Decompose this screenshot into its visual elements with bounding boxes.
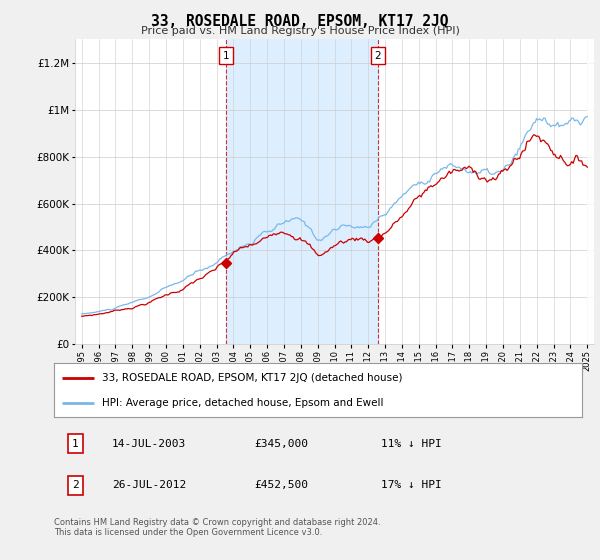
Text: 26-JUL-2012: 26-JUL-2012 (112, 480, 187, 491)
Bar (226, 39, 378, 344)
Bar (587, 39, 594, 344)
Text: 14-JUL-2003: 14-JUL-2003 (112, 438, 187, 449)
Text: 2: 2 (374, 50, 381, 60)
Text: 33, ROSEDALE ROAD, EPSOM, KT17 2JQ: 33, ROSEDALE ROAD, EPSOM, KT17 2JQ (151, 14, 449, 29)
Text: 1: 1 (72, 438, 79, 449)
Text: 17% ↓ HPI: 17% ↓ HPI (382, 480, 442, 491)
Text: Contains HM Land Registry data © Crown copyright and database right 2024.
This d: Contains HM Land Registry data © Crown c… (54, 518, 380, 538)
Text: £452,500: £452,500 (254, 480, 308, 491)
Text: 33, ROSEDALE ROAD, EPSOM, KT17 2JQ (detached house): 33, ROSEDALE ROAD, EPSOM, KT17 2JQ (deta… (101, 374, 402, 384)
Text: 11% ↓ HPI: 11% ↓ HPI (382, 438, 442, 449)
Text: 1: 1 (223, 50, 229, 60)
Text: 2: 2 (72, 480, 79, 491)
Text: £345,000: £345,000 (254, 438, 308, 449)
Text: Price paid vs. HM Land Registry's House Price Index (HPI): Price paid vs. HM Land Registry's House … (140, 26, 460, 36)
Text: HPI: Average price, detached house, Epsom and Ewell: HPI: Average price, detached house, Epso… (101, 398, 383, 408)
